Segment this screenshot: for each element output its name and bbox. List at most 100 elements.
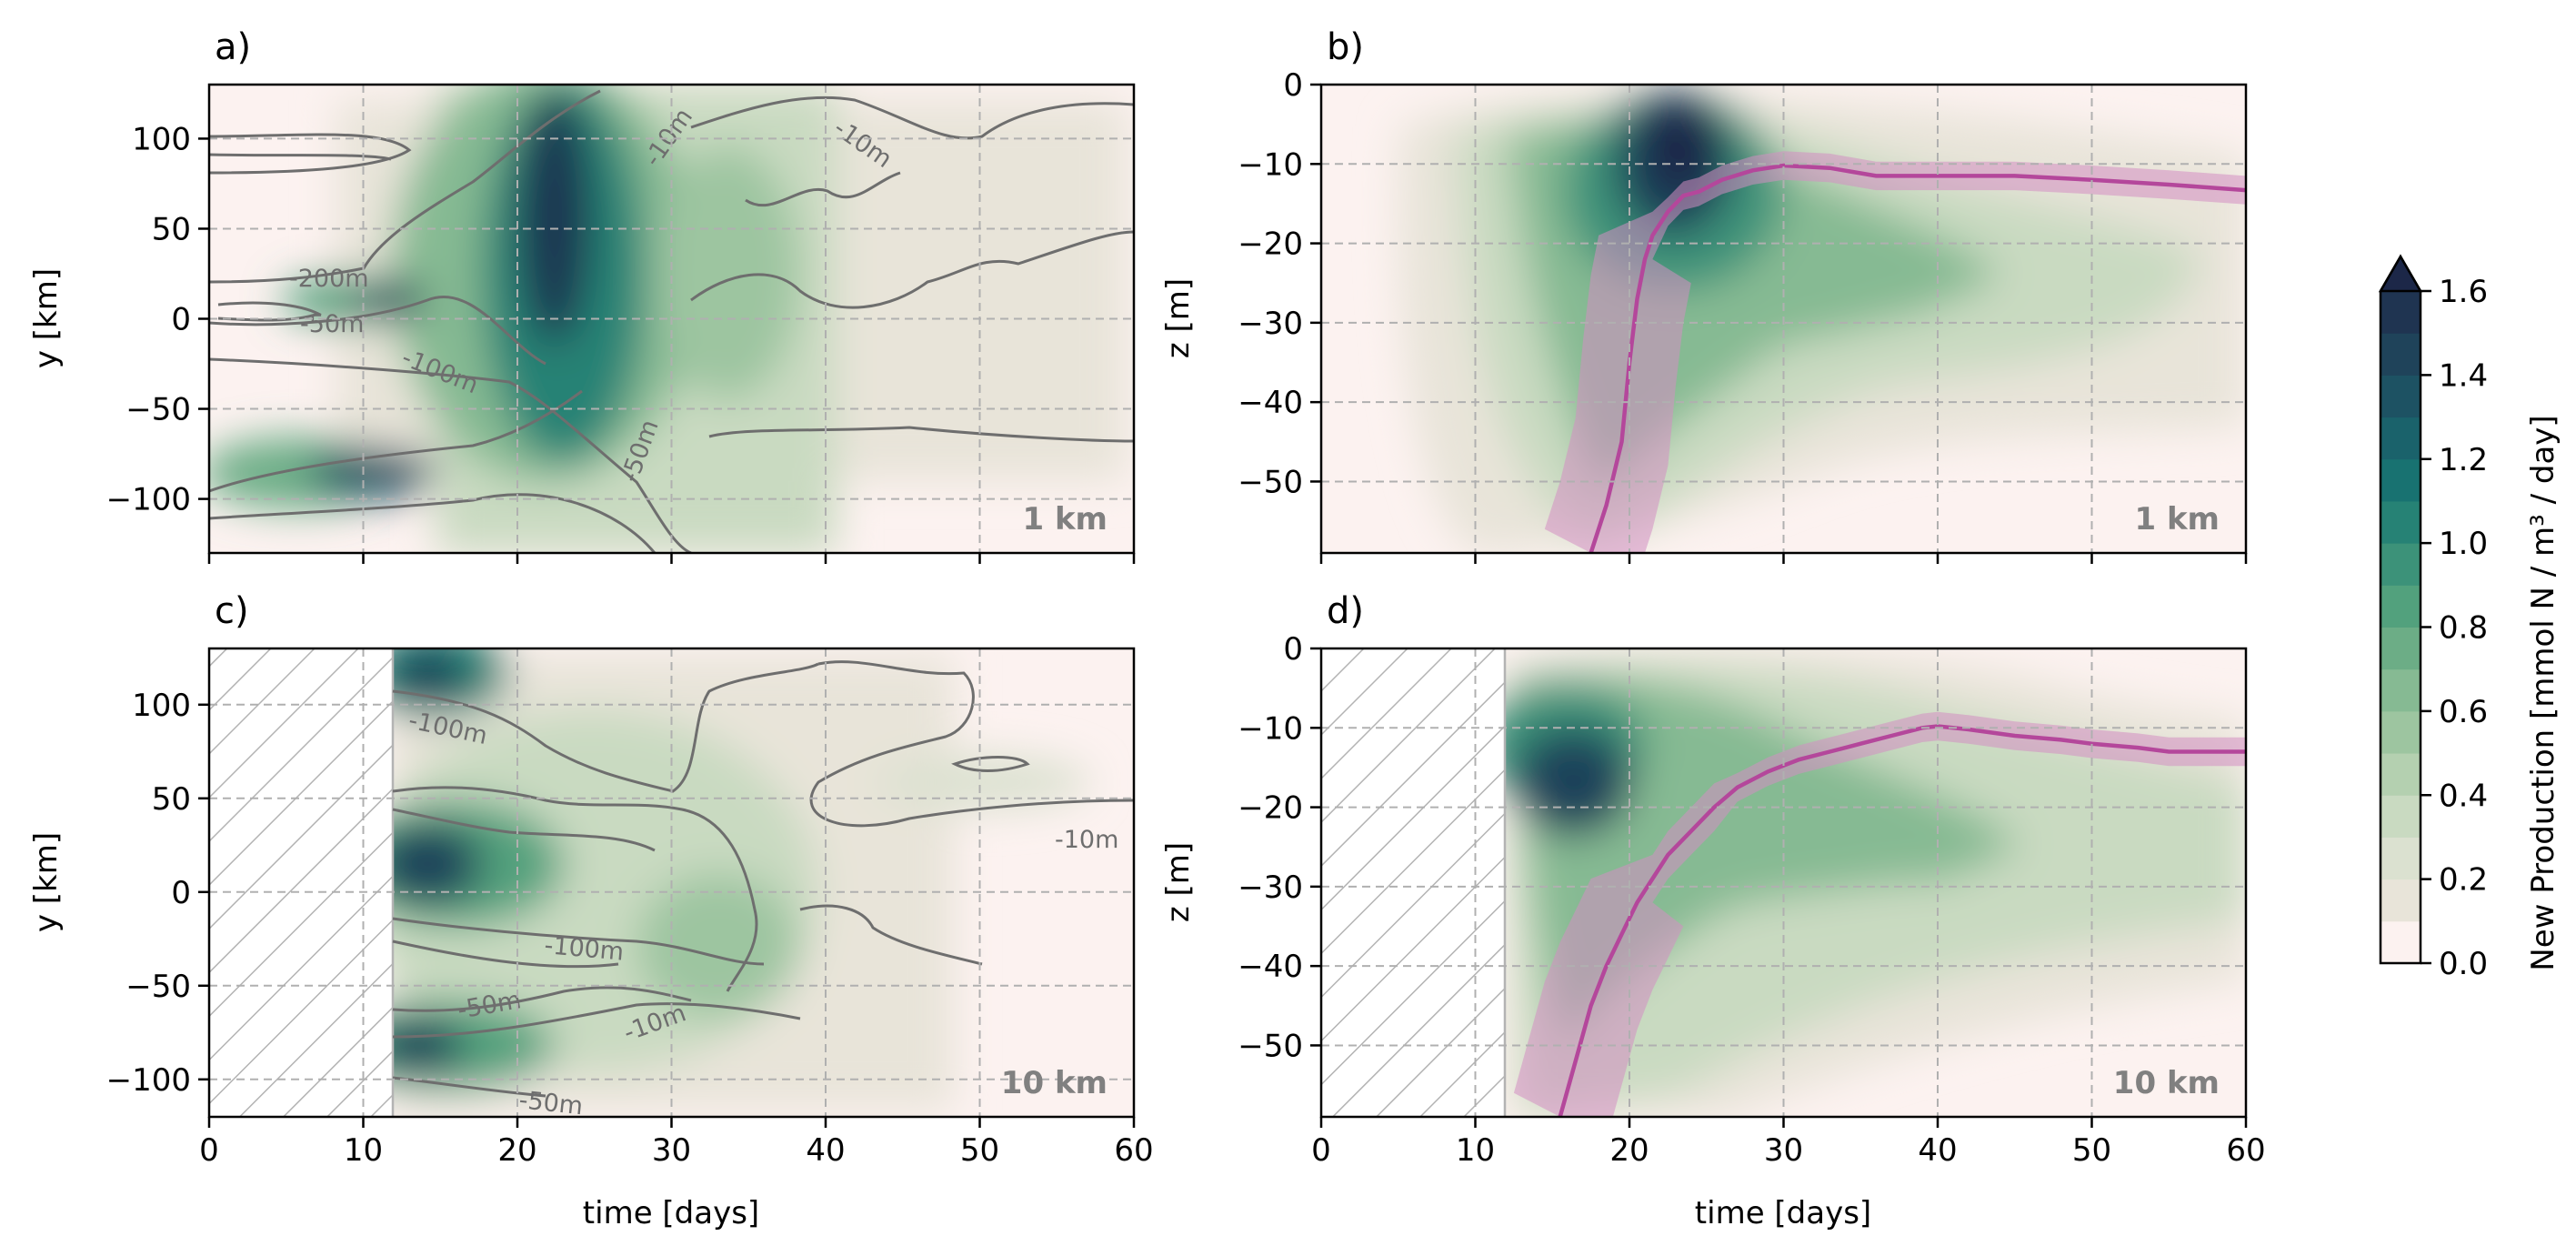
colorbar-frame [2379, 254, 2422, 965]
y-tick-label: −10 [1238, 146, 1303, 183]
panel-b: 1 km −50 −40 −30 −20 −10 0 b) z [m] [1160, 26, 2248, 564]
contour-label: -100m [543, 931, 625, 967]
y-tick-label: 50 [152, 211, 191, 247]
y-tick-label: −100 [106, 1062, 191, 1099]
panel-a: -200m -50m -100m -50m -10m -10m 1 km −10… [28, 26, 1136, 564]
colorbar-band [2381, 458, 2421, 502]
colorbar-tick-label: 1.4 [2439, 357, 2488, 394]
x-tick-label: 30 [1764, 1132, 1803, 1169]
panel-label: b) [1327, 26, 1364, 68]
colorbar-bands [2381, 291, 2421, 964]
panel-d: 10 km 0 10 20 30 40 50 60 −50 −40 −30 −20 −10 0 d) z… [1160, 590, 2266, 1231]
x-tick-label: 20 [1609, 1132, 1649, 1169]
y-tick-label: 100 [132, 121, 191, 157]
y-tick-label: 100 [132, 688, 191, 724]
x-tick-label: 0 [1311, 1132, 1331, 1169]
panel-b-axes: −50 −40 −30 −20 −10 0 [1238, 67, 2248, 564]
colorbar-band [2381, 585, 2421, 628]
y-tick-label: 0 [1283, 67, 1303, 104]
contour-label: -50m [517, 1086, 584, 1120]
y-tick-label: 50 [152, 781, 191, 818]
colorbar-band [2381, 920, 2421, 964]
y-tick-label: −10 [1238, 710, 1303, 747]
colorbar-band [2381, 668, 2421, 712]
colorbar-tick-label: 0.0 [2439, 946, 2488, 982]
colorbar-ticks: 0.0 0.2 0.4 0.6 0.8 1.0 1.2 1.4 1.6 [2421, 274, 2488, 982]
y-tick-label: −20 [1238, 226, 1303, 263]
mld-line [1589, 163, 2246, 553]
x-tick-label: 30 [652, 1132, 691, 1169]
y-tick-label: −30 [1238, 306, 1303, 342]
panel-label: d) [1327, 590, 1364, 632]
colorbar-band [2381, 753, 2421, 796]
x-axis-label: time [days] [583, 1195, 759, 1231]
contour-label: -200m [289, 265, 369, 293]
colorbar-band [2381, 837, 2421, 880]
panel-c-grid [209, 648, 1134, 1117]
mld-line [1558, 724, 2246, 1117]
panel-d-field [1482, 648, 2246, 1117]
mld-uncertainty-band [1513, 711, 2246, 1117]
panel-label: c) [215, 590, 249, 632]
y-axis-label: z [m] [1160, 842, 1197, 922]
colorbar-tick-label: 1.2 [2439, 442, 2488, 478]
panel-b-mld [1544, 151, 2246, 553]
panel-d-axes: 0 10 20 30 40 50 60 −50 −40 −30 −20 −10 0 [1238, 631, 2265, 1169]
x-tick-label: 60 [1114, 1132, 1153, 1169]
colorbar-band [2381, 627, 2421, 670]
colorbar-band [2381, 417, 2421, 460]
x-tick-label: 20 [497, 1132, 536, 1169]
y-tick-label: −50 [1238, 1028, 1303, 1064]
x-tick-label: 0 [199, 1132, 219, 1169]
panel-b-grid [1321, 85, 2246, 553]
resolution-label: 1 km [1022, 501, 1108, 538]
colorbar-tick-label: 1.0 [2439, 526, 2488, 562]
x-tick-label: 10 [1456, 1132, 1495, 1169]
colorbar-band [2381, 543, 2421, 586]
hatched-region [209, 648, 393, 1117]
colorbar-tick-label: 0.8 [2439, 610, 2488, 647]
panel-c-contours [392, 660, 1134, 1098]
panel-d-grid [1321, 648, 2246, 1117]
resolution-label: 10 km [1001, 1065, 1108, 1101]
colorbar-band [2381, 375, 2421, 418]
colorbar-label: New Production [mmol N / m³ / day] [2525, 415, 2561, 970]
resolution-label: 1 km [2134, 501, 2220, 538]
hatched-region [1321, 648, 1505, 1117]
y-tick-label: −20 [1238, 790, 1303, 827]
y-tick-label: −100 [106, 482, 191, 518]
y-tick-label: −50 [125, 969, 191, 1005]
y-tick-label: −40 [1238, 949, 1303, 985]
y-tick-label: 0 [1283, 631, 1303, 668]
panel-a-contours [209, 89, 1134, 553]
y-tick-label: 0 [171, 302, 191, 338]
y-axis-label: z [m] [1160, 278, 1197, 358]
colorbar-band [2381, 710, 2421, 754]
colorbar-tick-label: 0.2 [2439, 862, 2488, 899]
y-tick-label: −30 [1238, 869, 1303, 906]
panel-c-axes: 0 10 20 30 40 50 60 −100 −50 0 50 100 [106, 688, 1154, 1169]
colorbar-tick-label: 0.6 [2439, 694, 2488, 730]
x-tick-label: 60 [2226, 1132, 2265, 1169]
colorbar-band [2381, 291, 2421, 334]
colorbar-band [2381, 879, 2421, 922]
colorbar-tick-label: 1.6 [2439, 274, 2488, 310]
colorbar: 0.0 0.2 0.4 0.6 0.8 1.0 1.2 1.4 1.6 New Producti… [2378, 254, 2561, 982]
colorbar-tick-label: 0.4 [2439, 778, 2488, 814]
x-tick-label: 40 [1918, 1132, 1957, 1169]
x-tick-label: 50 [960, 1132, 999, 1169]
x-tick-label: 40 [806, 1132, 845, 1169]
x-tick-label: 10 [344, 1132, 383, 1169]
panel-a-field [209, 85, 1128, 553]
x-axis-label: time [days] [1695, 1195, 1871, 1231]
contour-label: -10m [1055, 826, 1118, 854]
y-tick-label: −50 [1238, 464, 1303, 500]
contour-label: -50m [300, 310, 364, 338]
resolution-label: 10 km [2113, 1065, 2220, 1101]
panel-a-axes: −100 −50 0 50 100 [106, 121, 1136, 564]
mld-uncertainty-band [1544, 151, 2246, 553]
panel-label: a) [215, 26, 251, 68]
panel-d-mld [1513, 711, 2246, 1117]
